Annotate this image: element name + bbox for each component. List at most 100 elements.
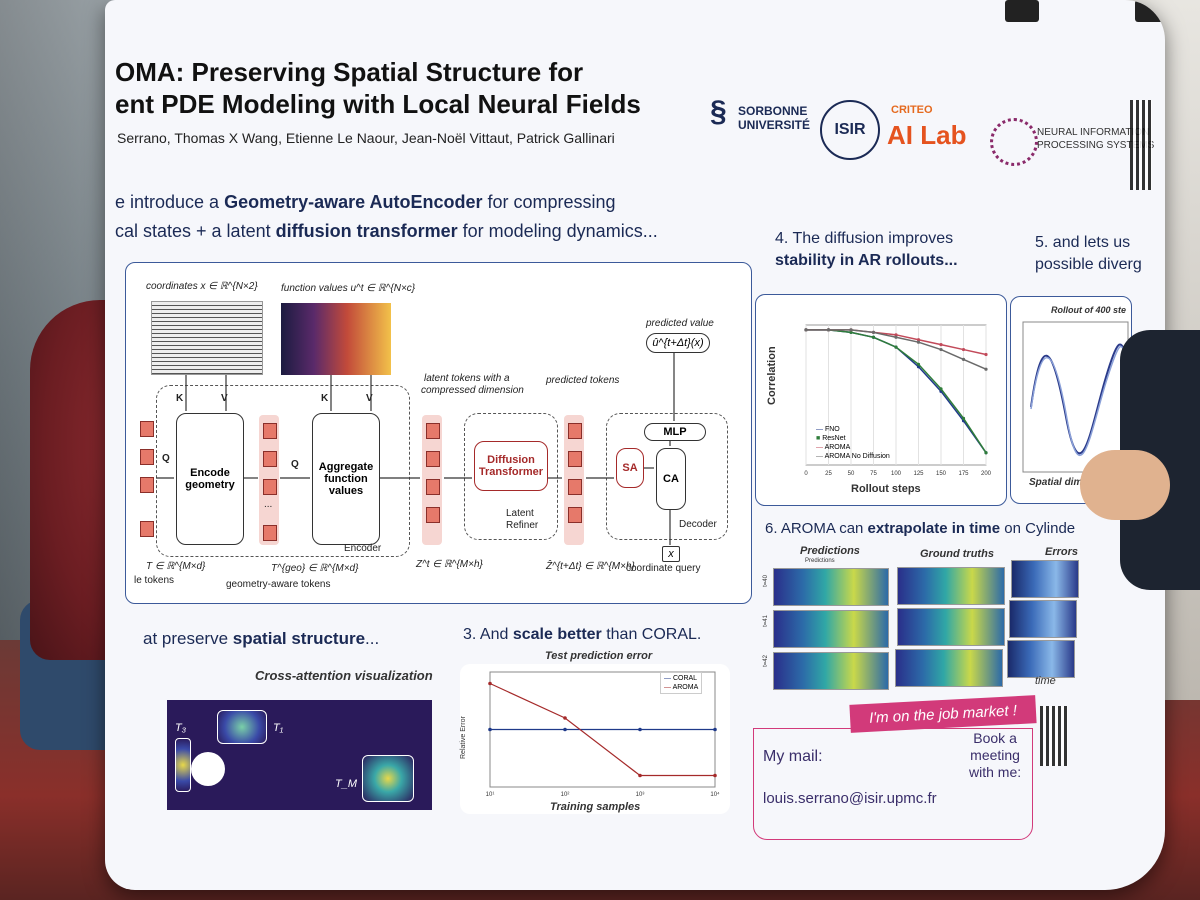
data-point bbox=[488, 681, 492, 686]
x-tick-label: 100 bbox=[891, 471, 902, 477]
t3-label: T₃ bbox=[175, 722, 187, 734]
data-point bbox=[961, 416, 966, 420]
legend-item-aroma-nodiff: — AROMA No Diffusion bbox=[816, 453, 890, 460]
geometry-token bbox=[263, 479, 277, 495]
binder-clip bbox=[1135, 0, 1165, 22]
data-point bbox=[984, 352, 988, 357]
x-tick-label: 0 bbox=[804, 471, 808, 477]
learnable-tokens-label: le tokens bbox=[134, 575, 175, 586]
pred-y-label: Relative Error bbox=[460, 716, 467, 759]
pred-error-chart: 10¹ 10² 10³ 10⁴ bbox=[486, 671, 720, 798]
section-6-title: 6. AROMA can extrapolate in time on Cyli… bbox=[765, 518, 1075, 540]
logo-text: SORBONNE bbox=[738, 104, 808, 118]
decoder-label: Decoder bbox=[679, 519, 717, 530]
diffusion-transformer-box: Diffusion Transformer bbox=[474, 441, 548, 491]
x-tick-label: 150 bbox=[936, 471, 947, 477]
row-label: t=42 bbox=[762, 655, 769, 667]
geometry-token bbox=[263, 423, 277, 439]
x-tick-label: 125 bbox=[913, 471, 924, 477]
contact-frame bbox=[753, 728, 1033, 840]
latent-token bbox=[426, 451, 440, 467]
data-point bbox=[804, 328, 808, 332]
book-text: Book a bbox=[973, 730, 1017, 746]
section-5-title: 5. and lets us possible diverg bbox=[1035, 232, 1142, 276]
criteo-logo: CRITEO bbox=[891, 104, 933, 116]
latent-symbol: Z^t ∈ ℝ^{M×h} bbox=[416, 559, 483, 570]
section-highlight: spatial structure bbox=[232, 629, 366, 648]
predicted-token bbox=[568, 479, 582, 495]
logo-text: NEURAL INFORMATION bbox=[1037, 127, 1150, 138]
predicted-token bbox=[568, 451, 582, 467]
predicted-value-label: predicted value bbox=[646, 318, 714, 329]
latent-token bbox=[426, 479, 440, 495]
box-text: values bbox=[328, 485, 364, 497]
encoder-label: Encoder bbox=[344, 543, 382, 554]
x-tick-label: 175 bbox=[958, 471, 969, 477]
predicted-tokens-label: predicted tokens bbox=[546, 375, 620, 386]
pred-legend: — CORAL — AROMA bbox=[660, 672, 703, 694]
prediction-field bbox=[773, 652, 889, 690]
data-point bbox=[871, 335, 876, 339]
ground-truth-field bbox=[897, 608, 1005, 646]
section-title-line: on Cylinde bbox=[1000, 520, 1076, 537]
predicted-token bbox=[568, 423, 582, 439]
data-point bbox=[961, 357, 966, 361]
isir-logo: ISIR bbox=[820, 100, 880, 160]
error-field bbox=[1007, 640, 1075, 678]
latent-token bbox=[426, 423, 440, 439]
ailab-logo: AI Lab bbox=[887, 120, 967, 150]
latent-tokens-label: compressed dimension bbox=[421, 385, 524, 396]
value-label: V bbox=[366, 393, 373, 404]
legend-item-aroma: — AROMA bbox=[816, 444, 851, 451]
coords-label: coordinates x ∈ ℝ^{N×2} bbox=[146, 281, 258, 292]
book-text: with me: bbox=[969, 764, 1022, 780]
rollout-chart: 0 25 50 75 100 125 150 175 200 bbox=[804, 324, 992, 477]
data-point bbox=[939, 347, 943, 352]
data-point bbox=[849, 328, 853, 332]
architecture-panel: coordinates x ∈ ℝ^{N×2} function values … bbox=[125, 262, 752, 604]
coordinates-image bbox=[151, 301, 263, 375]
x-tick-label: 200 bbox=[981, 471, 992, 477]
attention-box-t1 bbox=[217, 710, 267, 744]
rollout-400-chart bbox=[1022, 321, 1129, 473]
function-values-image bbox=[281, 303, 391, 375]
legend-text: FNO bbox=[824, 426, 840, 433]
person-right-hand bbox=[1080, 450, 1170, 520]
section-title-line: 4. The diffusion improves bbox=[775, 230, 954, 247]
prediction-field bbox=[773, 610, 889, 648]
series-line bbox=[489, 682, 715, 777]
x-tick-label: 75 bbox=[870, 471, 877, 477]
geometry-tokens-symbol: T^{geo} ∈ ℝ^{M×d} bbox=[271, 563, 359, 574]
legend-text: CORAL bbox=[672, 675, 698, 682]
intro-text: e introduce a Geometry-aware AutoEncoder… bbox=[115, 188, 765, 246]
legend-text: AROMA No Diffusion bbox=[824, 453, 890, 460]
section-highlight: stability bbox=[775, 252, 836, 269]
geometry-token bbox=[263, 525, 277, 541]
section-title-line: 6. AROMA can bbox=[765, 520, 868, 537]
error-field bbox=[1009, 600, 1077, 638]
qr-code-meeting[interactable] bbox=[1040, 706, 1068, 766]
section-highlight: scale better bbox=[512, 626, 602, 643]
x-tick-label: 10¹ bbox=[486, 792, 495, 798]
sorbonne-logo-text: SORBONNE UNIVERSITÉ bbox=[738, 104, 810, 132]
data-point bbox=[713, 727, 717, 732]
box-text: Transformer bbox=[478, 466, 544, 478]
predicted-value-box: û^{t+Δt}(x) bbox=[646, 333, 710, 353]
rollout-400-title: Rollout of 400 ste bbox=[1051, 305, 1127, 315]
encoder-frame bbox=[156, 385, 410, 557]
section-2-title: at preserve spatial structure... bbox=[143, 628, 379, 650]
x-tick-label: 10⁴ bbox=[710, 791, 720, 798]
latent-tokens-label: latent tokens with a bbox=[424, 373, 510, 384]
qr-code-top bbox=[1130, 100, 1152, 190]
aggregate-function-values-box: Aggregate function values bbox=[312, 413, 380, 545]
tm-label: T_M bbox=[335, 778, 357, 790]
x-tick-label: 50 bbox=[848, 471, 855, 477]
learnable-token bbox=[140, 421, 154, 437]
box-text: Aggregate bbox=[318, 461, 374, 473]
neurips-logo-text: NEURAL INFORMATION PROCESSING SYSTEMS bbox=[1037, 126, 1154, 152]
data-point bbox=[894, 333, 898, 337]
intro-highlight: Geometry-aware AutoEncoder bbox=[224, 192, 483, 212]
binder-clip bbox=[1005, 0, 1039, 22]
rollout-y-label: Correlation bbox=[766, 346, 778, 405]
email-address[interactable]: louis.serrano@isir.upmc.fr bbox=[763, 790, 937, 807]
